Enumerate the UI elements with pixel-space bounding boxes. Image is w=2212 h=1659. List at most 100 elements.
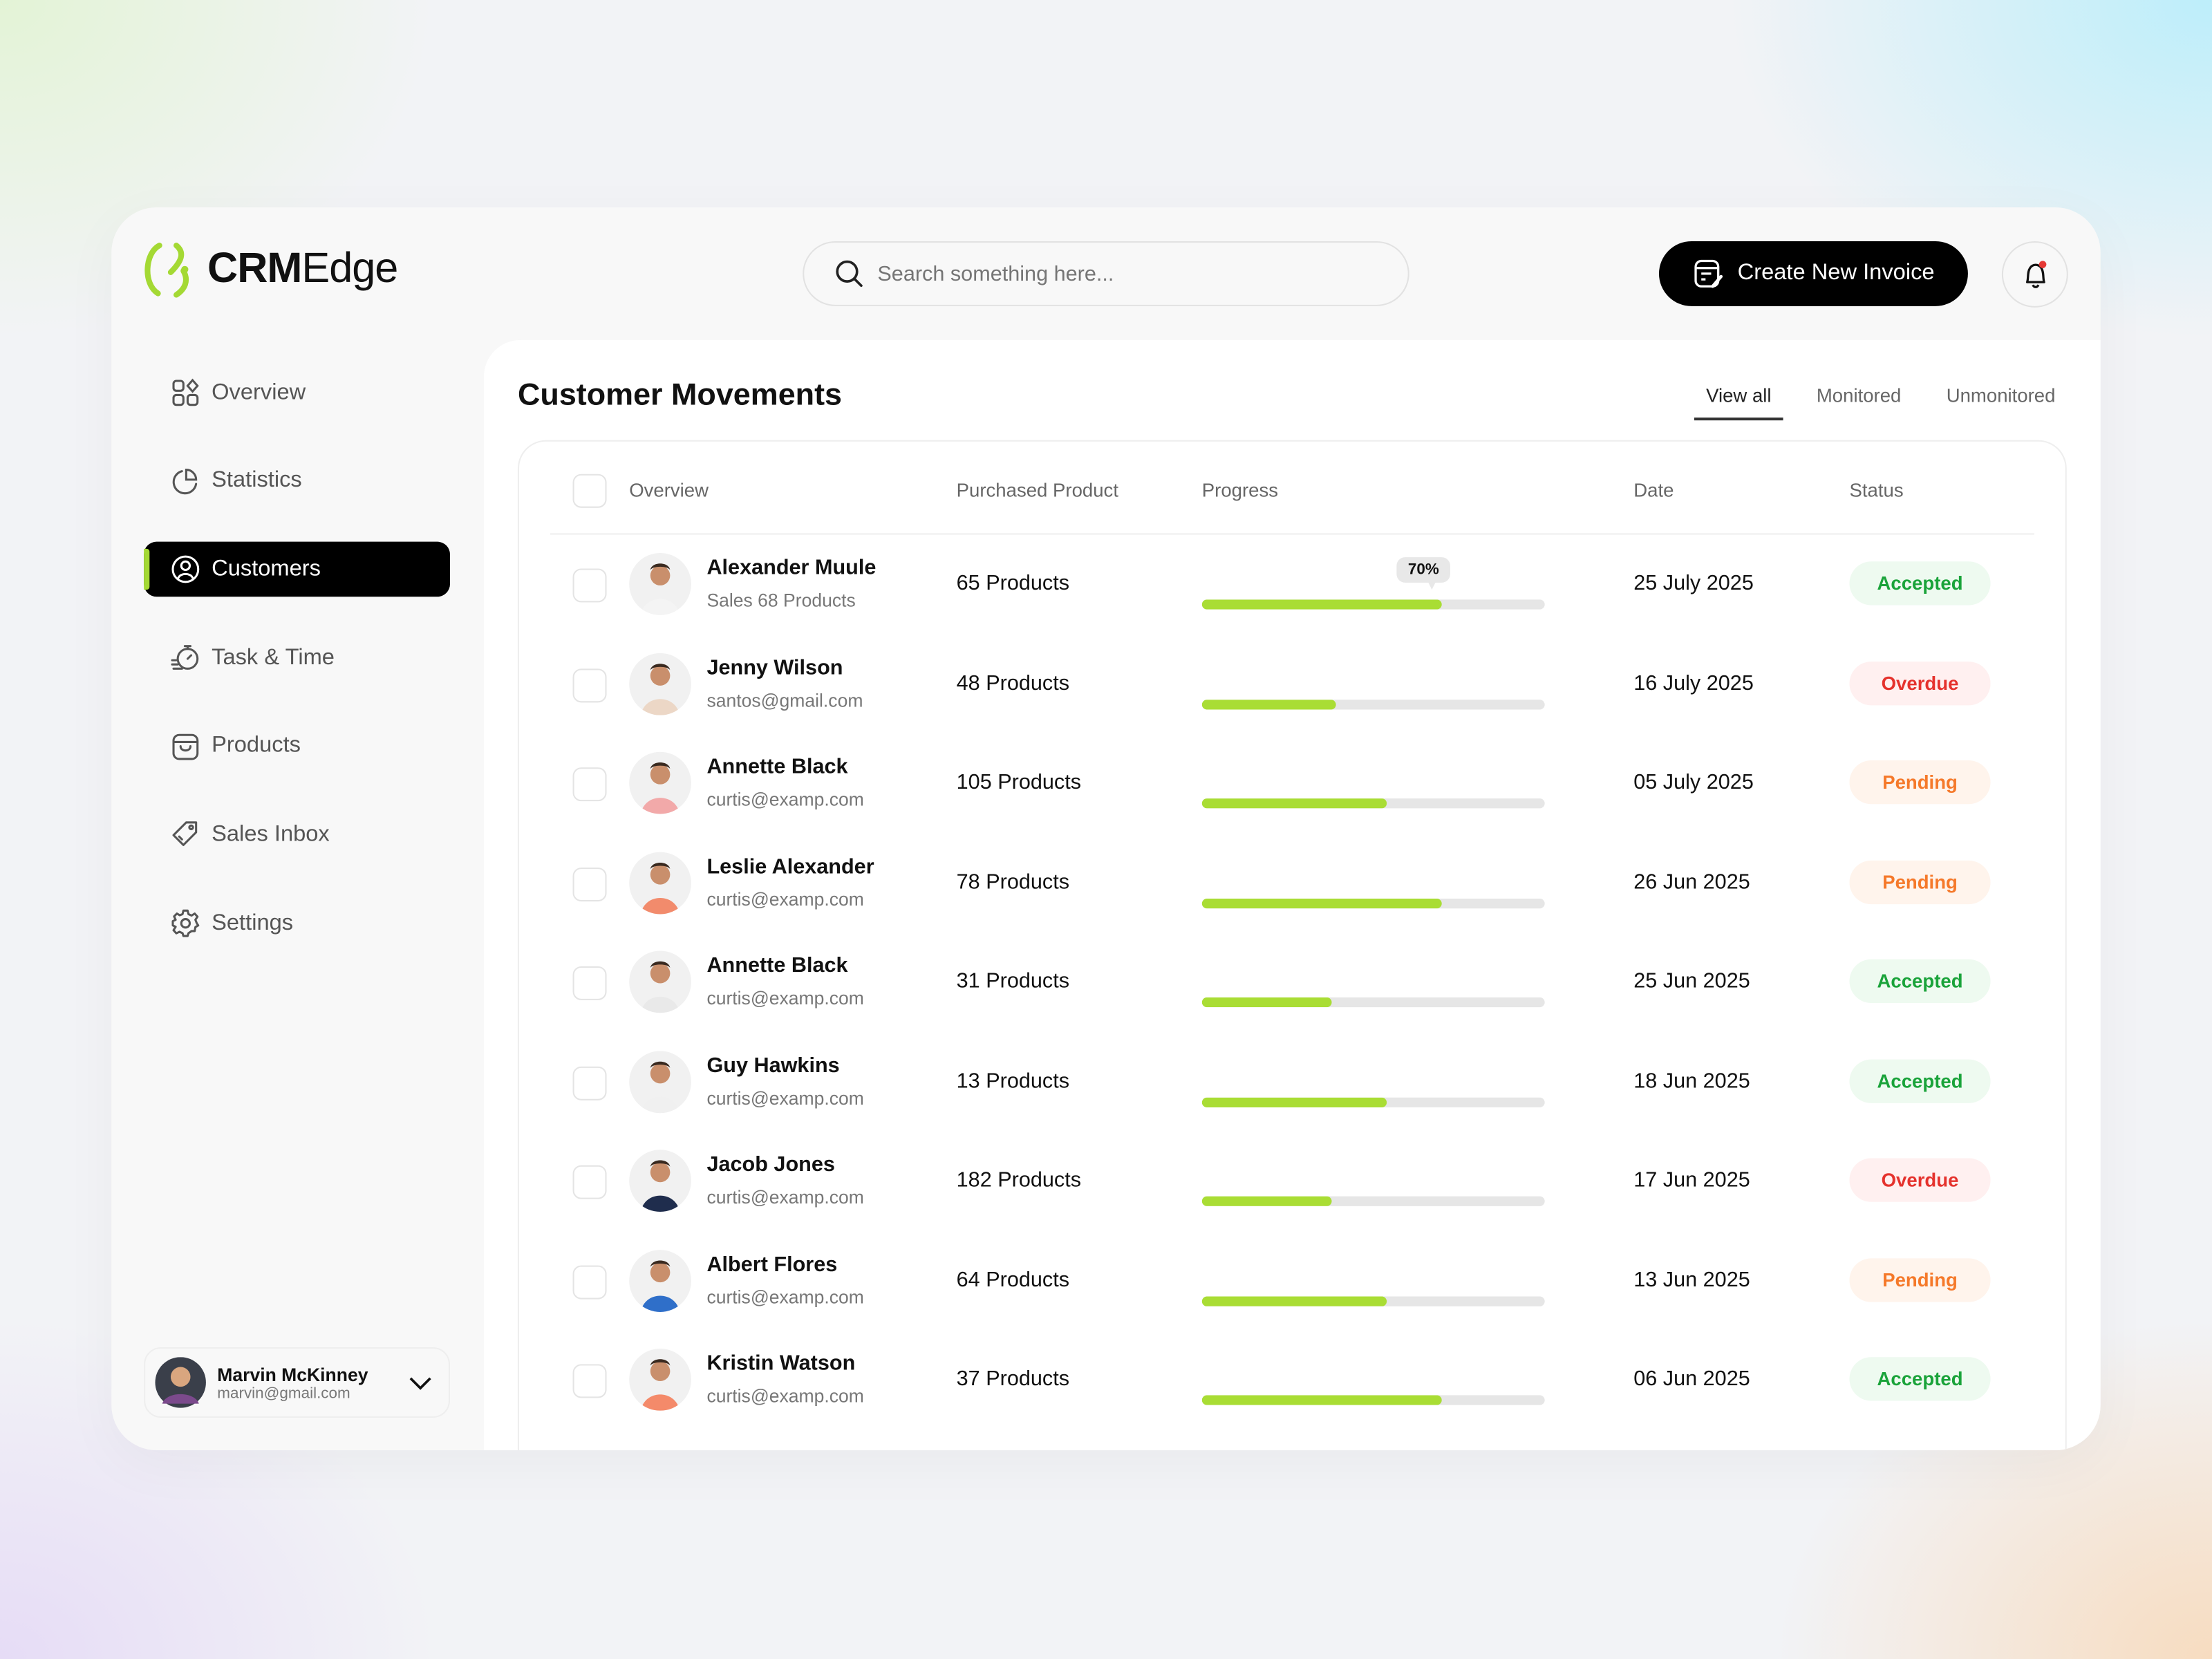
status-badge: Pending bbox=[1849, 859, 1991, 904]
customer-subtitle: santos@gmail.com bbox=[706, 688, 863, 711]
user-email: marvin@gmail.com bbox=[217, 1385, 350, 1402]
status-badge: Pending bbox=[1849, 1257, 1991, 1302]
purchased-products: 48 Products bbox=[956, 671, 1070, 695]
avatar bbox=[629, 751, 691, 814]
customer-name[interactable]: Guy Hawkins bbox=[706, 1053, 840, 1078]
status-badge: Accepted bbox=[1849, 959, 1991, 1004]
column-header-status: Status bbox=[1849, 479, 1904, 501]
search-input[interactable] bbox=[877, 261, 1358, 286]
user-circle-icon bbox=[171, 556, 200, 584]
customer-name[interactable]: Jacob Jones bbox=[706, 1152, 835, 1177]
progress-bar bbox=[1201, 699, 1545, 709]
user-profile-menu[interactable]: Marvin McKinney marvin@gmail.com bbox=[144, 1347, 451, 1418]
customer-name[interactable]: Alexander Muule bbox=[706, 556, 877, 580]
pie-chart-icon bbox=[172, 468, 198, 494]
progress-fill bbox=[1201, 1395, 1442, 1405]
date: 05 July 2025 bbox=[1633, 770, 1754, 794]
status-badge: Overdue bbox=[1849, 1158, 1991, 1202]
progress-bar bbox=[1201, 1196, 1545, 1206]
stopwatch-icon bbox=[171, 645, 199, 670]
date: 18 Jun 2025 bbox=[1633, 1068, 1750, 1093]
avatar bbox=[629, 552, 691, 615]
search-bar[interactable] bbox=[803, 241, 1409, 306]
user-name: Marvin McKinney bbox=[217, 1363, 368, 1385]
table-row[interactable]: Jacob Jones curtis@examp.com 182 Product… bbox=[519, 1132, 2065, 1231]
row-checkbox[interactable] bbox=[572, 966, 607, 1000]
sidebar-item-overview[interactable]: Overview bbox=[144, 366, 450, 421]
header-divider bbox=[550, 533, 2034, 535]
column-header-overview: Overview bbox=[629, 479, 709, 501]
status-badge: Accepted bbox=[1849, 1357, 1991, 1401]
gear-icon bbox=[171, 910, 200, 937]
bell-icon bbox=[2025, 260, 2046, 288]
customer-name[interactable]: Albert Flores bbox=[706, 1252, 838, 1276]
table-row[interactable]: Albert Flores curtis@examp.com 64 Produc… bbox=[519, 1231, 2065, 1331]
row-checkbox[interactable] bbox=[572, 668, 607, 702]
customer-subtitle: curtis@examp.com bbox=[706, 1385, 864, 1407]
progress-fill bbox=[1201, 997, 1333, 1008]
purchased-products: 64 Products bbox=[956, 1267, 1070, 1292]
customer-table: Overview Purchased Product Progress Date… bbox=[517, 440, 2067, 1450]
table-row[interactable]: Annette Black curtis@examp.com 105 Produ… bbox=[519, 733, 2065, 833]
progress-fill bbox=[1201, 798, 1387, 809]
logo[interactable]: CRMEdge bbox=[142, 241, 398, 298]
progress-fill bbox=[1201, 699, 1336, 709]
table-row[interactable]: Kristin Watson curtis@examp.com 37 Produ… bbox=[519, 1330, 2065, 1430]
row-checkbox[interactable] bbox=[572, 1065, 607, 1100]
progress-tooltip: 70% bbox=[1396, 557, 1451, 590]
sidebar-item-statistics[interactable]: Statistics bbox=[144, 453, 450, 509]
tag-icon bbox=[172, 822, 198, 847]
row-checkbox[interactable] bbox=[572, 1364, 607, 1398]
progress-bar bbox=[1201, 1395, 1545, 1405]
sidebar-item-products[interactable]: Products bbox=[144, 719, 450, 774]
sidebar-item-label: Products bbox=[212, 733, 301, 758]
avatar bbox=[629, 1150, 691, 1212]
sidebar-item-customers[interactable]: Customers bbox=[144, 542, 451, 598]
row-checkbox[interactable] bbox=[572, 1264, 607, 1299]
app-window: CRMEdge Create New Invoice Overview Stati… bbox=[111, 207, 2101, 1450]
date: 25 July 2025 bbox=[1633, 571, 1754, 596]
progress-fill bbox=[1201, 1196, 1333, 1206]
row-checkbox[interactable] bbox=[572, 867, 607, 901]
row-checkbox[interactable] bbox=[572, 1165, 607, 1199]
table-row[interactable]: Annette Black curtis@examp.com 31 Produc… bbox=[519, 932, 2065, 1032]
notifications-button[interactable] bbox=[2001, 241, 2068, 308]
select-all-checkbox[interactable] bbox=[572, 474, 607, 508]
sidebar-item-task-time[interactable]: Task & Time bbox=[144, 630, 450, 686]
sidebar-item-settings[interactable]: Settings bbox=[144, 896, 450, 951]
sidebar-item-label: Sales Inbox bbox=[212, 822, 330, 847]
customer-subtitle: curtis@examp.com bbox=[706, 987, 864, 1009]
purchased-products: 31 Products bbox=[956, 969, 1070, 993]
column-header-date: Date bbox=[1633, 479, 1674, 501]
customer-name[interactable]: Annette Black bbox=[706, 754, 848, 779]
row-checkbox[interactable] bbox=[572, 568, 607, 603]
table-row[interactable]: Alexander Muule Sales 68 Products 65 Pro… bbox=[519, 534, 2065, 634]
customer-subtitle: curtis@examp.com bbox=[706, 788, 864, 810]
progress-bar bbox=[1201, 798, 1545, 809]
table-row[interactable]: Leslie Alexander curtis@examp.com 78 Pro… bbox=[519, 833, 2065, 932]
column-header-purchased-product: Purchased Product bbox=[956, 479, 1119, 501]
status-badge: Pending bbox=[1849, 760, 1991, 805]
table-row[interactable]: Jenny Wilson santos@gmail.com 48 Product… bbox=[519, 634, 2065, 733]
status-badge: Accepted bbox=[1849, 561, 1991, 606]
customer-name[interactable]: Jenny Wilson bbox=[706, 655, 843, 679]
row-checkbox[interactable] bbox=[572, 767, 607, 802]
tab-view-all[interactable]: View all bbox=[1694, 385, 1783, 421]
customer-name[interactable]: Leslie Alexander bbox=[706, 854, 874, 879]
tab-monitored[interactable]: Monitored bbox=[1816, 385, 1902, 406]
avatar bbox=[629, 652, 691, 715]
filter-tabs: View all Monitored Unmonitored bbox=[1672, 385, 2067, 421]
sidebar-item-label: Customers bbox=[212, 556, 321, 581]
logo-icon bbox=[144, 243, 189, 298]
create-invoice-button[interactable]: Create New Invoice bbox=[1658, 241, 1968, 306]
progress-bar bbox=[1201, 1096, 1545, 1107]
customer-name[interactable]: Kristin Watson bbox=[706, 1351, 856, 1376]
sidebar-item-sales-inbox[interactable]: Sales Inbox bbox=[144, 807, 450, 863]
table-row[interactable]: Guy Hawkins curtis@examp.com 13 Products… bbox=[519, 1032, 2065, 1132]
chevron-down-icon[interactable] bbox=[406, 1369, 435, 1397]
sidebar-item-label: Statistics bbox=[212, 468, 302, 493]
avatar bbox=[629, 1249, 691, 1311]
page-title: Customer Movements bbox=[517, 376, 843, 412]
customer-name[interactable]: Annette Black bbox=[706, 953, 848, 978]
tab-unmonitored[interactable]: Unmonitored bbox=[1946, 385, 2056, 406]
